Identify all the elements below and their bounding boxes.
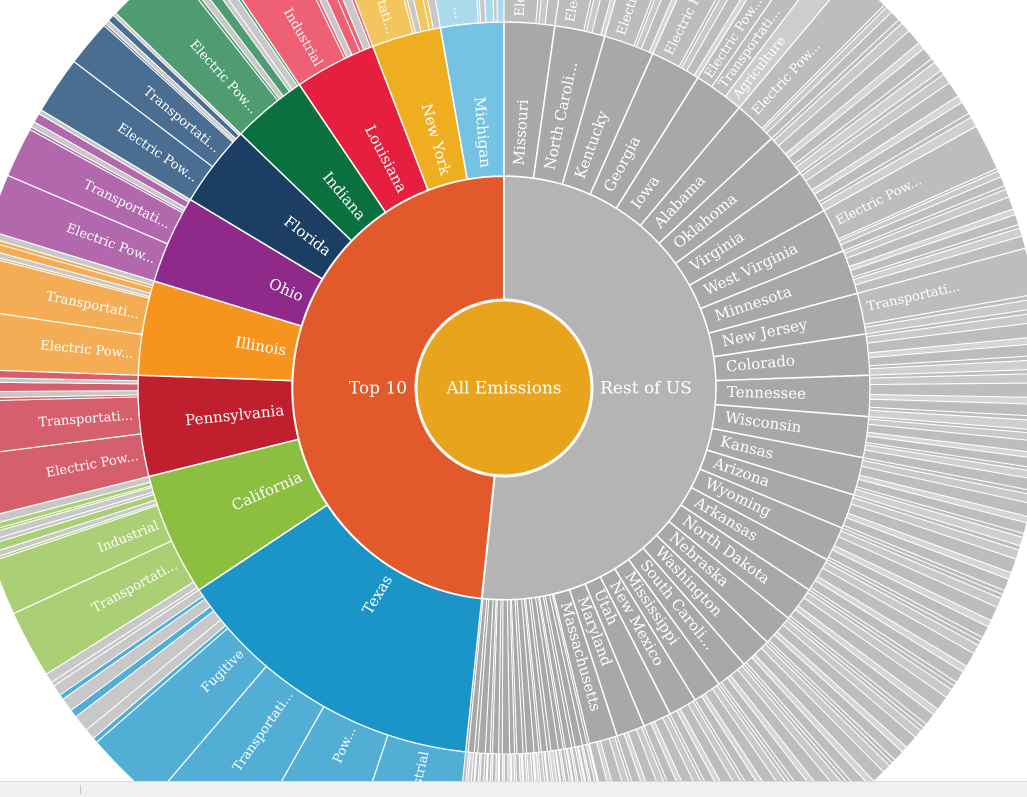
slice-small-state-sector-other-54[interactable] — [448, 751, 470, 781]
label-michigan-slice: ... — [450, 6, 466, 20]
label-tennessee: Tennessee — [727, 383, 807, 403]
slice-all-emissions[interactable] — [414, 298, 594, 478]
label-pennsylvania-transportati: Transportati... — [38, 408, 134, 430]
horizontal-scrollbar[interactable] — [0, 781, 1027, 797]
scrollbar-divider-icon — [80, 785, 81, 794]
label-top-10: Top 10 — [349, 379, 407, 399]
label-rest-of-us: Rest of US — [600, 379, 692, 399]
slice-texas-industrial[interactable] — [333, 734, 467, 781]
label-missouri-electric-pow: Electric Pow... — [513, 0, 532, 17]
slice-texas-pow[interactable] — [238, 705, 389, 781]
label-missouri: Missouri — [510, 99, 533, 167]
label-all-emissions: All Emissions — [445, 379, 561, 399]
